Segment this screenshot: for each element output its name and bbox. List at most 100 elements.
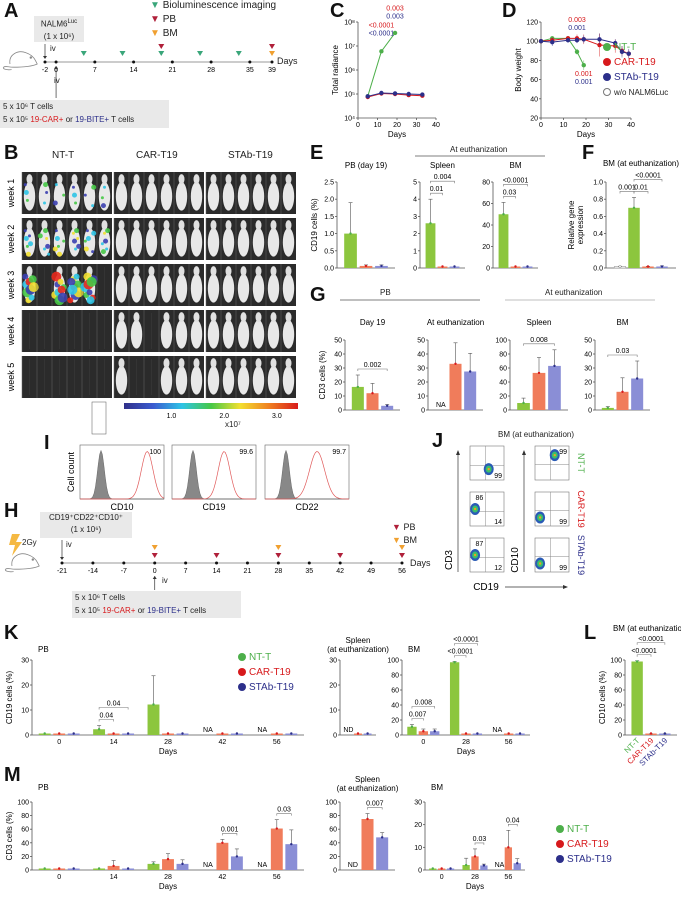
bar-car-t19 xyxy=(449,363,462,410)
bar-nt-t xyxy=(498,214,509,268)
missing-label: NA xyxy=(492,727,502,734)
y-tick-label: 20 xyxy=(482,244,490,251)
data-point xyxy=(380,264,383,268)
mouse-body xyxy=(130,320,143,349)
signal-spot xyxy=(83,193,87,197)
p-value: <0.0001 xyxy=(369,30,395,37)
mouse-head xyxy=(240,358,247,369)
y-axis-label: CD19 cells (%) xyxy=(5,670,14,724)
mouse-head xyxy=(163,312,170,323)
legend-item: STAb-T19 xyxy=(556,852,612,867)
y-axis-label-2: expression xyxy=(576,206,585,245)
day-tick xyxy=(209,60,213,64)
row-label: NT-T xyxy=(576,453,586,473)
mouse-body xyxy=(190,320,203,349)
mouse-head xyxy=(255,358,262,369)
colorbar xyxy=(124,403,298,409)
y-axis-label: Cell count xyxy=(66,451,76,492)
mouse-head xyxy=(101,220,108,231)
y-tick-label: 1 xyxy=(413,248,417,255)
y-tick-label: 60 xyxy=(614,688,622,695)
x-tick-label: 0 xyxy=(421,739,425,746)
data-point xyxy=(626,51,631,56)
y-axis-label: Relative gene xyxy=(567,200,576,249)
y-axis-label: CD3 cells (%) xyxy=(318,350,327,399)
signal-spot xyxy=(57,251,62,257)
chart-F: 0.0 0.2 0.4 0.6 0.8 1.0 Relative gene expressio… xyxy=(567,159,679,273)
isotype-histogram xyxy=(265,449,349,500)
mouse-head xyxy=(26,174,33,185)
mouse-head xyxy=(193,174,200,185)
data-point xyxy=(364,264,368,268)
mouse-head xyxy=(240,312,247,323)
signal-spot xyxy=(91,250,95,254)
mouse-body xyxy=(237,366,250,395)
p-value: 0.007 xyxy=(366,801,384,808)
tumor-sup: Luc xyxy=(67,19,78,25)
signal-spot xyxy=(67,277,76,286)
data-point xyxy=(166,857,170,861)
significance-bracket xyxy=(411,718,424,721)
x-axis-label: Days xyxy=(159,747,177,756)
data-point xyxy=(152,862,155,866)
y-tick-label: 0 xyxy=(588,408,592,415)
significance-bracket xyxy=(98,707,129,710)
flow-plot: 99 xyxy=(534,445,570,481)
y-axis-label-cd3: CD3 xyxy=(444,550,455,570)
y-tick-label: 40 xyxy=(391,703,399,710)
bar-car-t19 xyxy=(270,828,283,870)
mouse-body xyxy=(130,182,143,211)
mouse-body xyxy=(222,228,235,257)
significance-bracket xyxy=(633,179,663,182)
series-line-nt-t xyxy=(367,32,396,97)
panel-letter-d: D xyxy=(502,0,517,22)
chart-title: BM xyxy=(408,645,420,654)
signal-spot xyxy=(74,201,78,205)
y-tick-label: 4 xyxy=(413,197,417,204)
circle-icon xyxy=(238,668,246,676)
y-tick-label: 40 xyxy=(21,840,29,847)
circle-icon xyxy=(238,653,246,661)
image-row xyxy=(113,356,204,398)
population-core xyxy=(473,507,477,511)
chart-E_bm: 0 20 40 60 80 BM 0.03 <0.0001 xyxy=(482,161,538,273)
mouse-body xyxy=(222,182,235,211)
data-point xyxy=(392,30,398,36)
mouse-head xyxy=(178,220,185,231)
data-point xyxy=(422,730,425,733)
mouse-head xyxy=(285,358,292,369)
mouse-eye xyxy=(31,558,35,561)
signal-spot xyxy=(91,204,95,208)
significance-bracket xyxy=(454,643,478,646)
timeline: -21 -14 -7 0 7 14 21 28 35 42 49 56 xyxy=(57,545,406,575)
mouse-body xyxy=(38,182,51,211)
y-tick-label: 80 xyxy=(391,673,399,680)
y-tick-label: 120 xyxy=(526,20,538,27)
significance-bracket xyxy=(503,196,516,199)
image-row xyxy=(21,218,112,260)
mouse-head xyxy=(71,220,78,231)
mouse-icon xyxy=(2,51,38,71)
legend-label: w/o NALM6Luc xyxy=(614,88,669,97)
triangle-down-icon xyxy=(399,553,405,558)
data-point xyxy=(597,37,602,42)
data-point xyxy=(518,732,522,735)
mouse-body xyxy=(267,182,280,211)
p-value: 0.008 xyxy=(415,700,433,707)
day-label: 35 xyxy=(246,67,254,74)
or-label: or xyxy=(65,115,73,124)
y-tick-label: 10 xyxy=(584,394,592,401)
mouse-head xyxy=(133,312,140,323)
p-value: 0.03 xyxy=(277,807,291,814)
mouse-body xyxy=(115,274,128,303)
image-row xyxy=(205,218,296,260)
p-value: 0.001 xyxy=(568,25,586,32)
chart-title: Day 19 xyxy=(360,318,386,327)
y-tick-label: 10 xyxy=(417,394,425,401)
mouse-body xyxy=(237,320,250,349)
signal-spot xyxy=(28,234,31,238)
data-point xyxy=(574,38,580,43)
triangle-down-icon xyxy=(197,51,204,56)
y-tick-label: 40 xyxy=(499,380,507,387)
